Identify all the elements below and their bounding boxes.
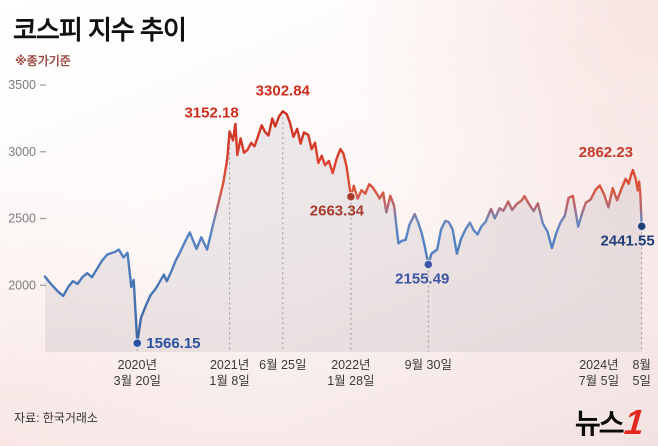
y-axis-tick-label: 3000 xyxy=(8,145,36,159)
annotation-value-label: 2663.34 xyxy=(310,203,365,220)
page-title: 코스피 지수 추이 xyxy=(13,15,187,45)
y-axis-tick-label: 3500 xyxy=(8,78,36,92)
x-axis-date-label: 1월 28일 xyxy=(327,374,374,388)
x-axis-date-label: 1월 8일 xyxy=(209,374,249,388)
x-axis-date-label: 7월 5일 xyxy=(579,374,619,388)
annotation-value-label: 2155.49 xyxy=(395,271,449,288)
x-axis-date-label: 2022년 xyxy=(331,358,370,372)
x-axis-date-label: 2021년 xyxy=(210,358,249,372)
annotation-value-label: 2862.23 xyxy=(579,144,633,161)
y-axis-tick-label: 2000 xyxy=(8,278,36,292)
x-axis-date-label: 9월 30일 xyxy=(405,358,452,372)
source-credit: 자료: 한국거래소 xyxy=(14,411,98,425)
data-point-marker xyxy=(132,338,143,349)
data-point-marker xyxy=(345,191,356,202)
basis-note: ※종가기준 xyxy=(15,54,71,68)
news1-logo-text: 뉴스 xyxy=(575,408,625,439)
annotation-value-label: 2441.55 xyxy=(600,232,654,249)
data-point-marker xyxy=(636,221,647,232)
x-axis-date-label: 8월 xyxy=(632,358,650,372)
x-axis-date-label: 2020년 xyxy=(118,358,157,372)
x-axis-date-label: 6월 25일 xyxy=(259,358,306,372)
data-point-marker xyxy=(423,259,434,270)
x-axis-date-label: 3월 20일 xyxy=(114,374,161,388)
news1-logo: 뉴스 1 xyxy=(575,403,650,442)
annotation-value-label: 3152.18 xyxy=(184,104,238,121)
x-axis-date-label: 2024년 xyxy=(579,358,618,372)
y-axis-tick-label: 2500 xyxy=(8,212,36,226)
annotation-value-label: 1566.15 xyxy=(146,335,200,352)
x-axis-date-label: 5일 xyxy=(632,374,650,388)
annotation-value-label: 3302.84 xyxy=(256,82,311,99)
kospi-area-fill xyxy=(45,111,642,352)
